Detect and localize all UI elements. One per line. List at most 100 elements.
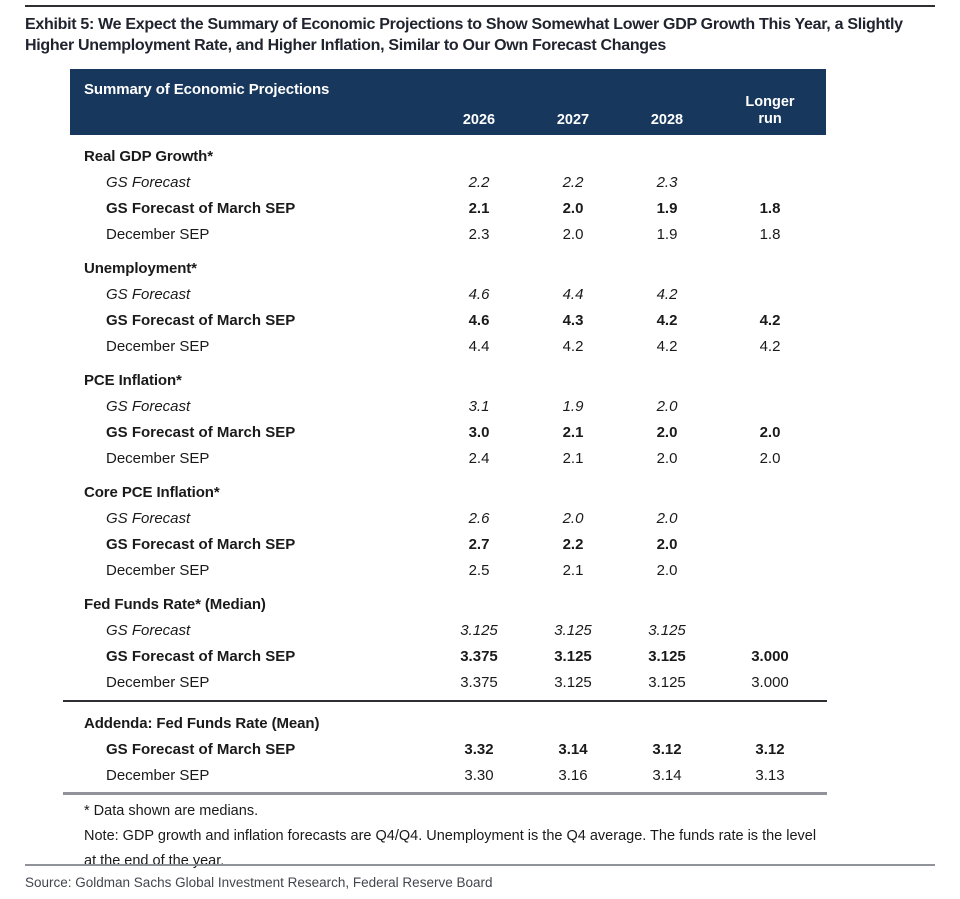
value-longer-run: 3.13 (755, 766, 785, 784)
column-headers: 2026 2027 2028 Longer run (70, 94, 826, 128)
column-header-2027: 2027 (556, 112, 590, 128)
section-pce-inflation: PCE Inflation* GS Forecast 3.1 1.9 2.0 GS For… (70, 367, 826, 471)
value-longer-run: 4.2 (759, 337, 781, 355)
value-2027: 2.1 (562, 561, 584, 579)
value-2026: 2.3 (468, 225, 490, 243)
row-label: GS Forecast of March SEP (106, 740, 296, 758)
row-label: December SEP (106, 225, 210, 243)
addenda-top-divider (63, 700, 827, 702)
value-2027: 3.125 (554, 621, 592, 639)
value-2026: 2.2 (468, 173, 490, 191)
value-2027: 3.125 (554, 647, 592, 665)
column-header-2028: 2028 (650, 112, 684, 128)
section-label: PCE Inflation* (84, 371, 182, 389)
row-gs-forecast-of-march-sep: GS Forecast of March SEP 3.0 2.1 2.0 2.0 (70, 419, 826, 445)
value-2027: 2.1 (562, 449, 584, 467)
row-label: GS Forecast of March SEP (106, 535, 296, 553)
row-december-sep: December SEP 4.4 4.2 4.2 4.2 (70, 333, 826, 359)
value-2028: 2.3 (656, 173, 678, 191)
value-2027: 2.1 (562, 423, 584, 441)
row-december-sep: December SEP 2.5 2.1 2.0 (70, 557, 826, 583)
row-label: GS Forecast of March SEP (106, 199, 296, 217)
value-2028: 2.0 (656, 509, 678, 527)
value-2027: 4.2 (562, 337, 584, 355)
value-2027: 2.0 (562, 225, 584, 243)
value-2026: 2.1 (468, 199, 490, 217)
value-longer-run: 2.0 (759, 423, 781, 441)
value-longer-run: 4.2 (759, 311, 781, 329)
value-2028: 1.9 (656, 199, 678, 217)
value-2028: 2.0 (656, 397, 678, 415)
row-label: December SEP (106, 337, 210, 355)
section-header-core-pce-inflation: Core PCE Inflation* (70, 479, 826, 505)
row-label: GS Forecast of March SEP (106, 647, 296, 665)
value-2027: 4.4 (562, 285, 584, 303)
source-text: Source: Goldman Sachs Global Investment … (25, 875, 493, 890)
value-2026: 3.375 (460, 673, 498, 691)
section-header-fed-funds-rate-median: Fed Funds Rate* (Median) (70, 591, 826, 617)
value-2026: 3.1 (468, 397, 490, 415)
row-december-sep: December SEP 2.3 2.0 1.9 1.8 (70, 221, 826, 247)
value-2027: 2.2 (562, 535, 584, 553)
top-divider (25, 5, 935, 7)
row-december-sep: December SEP 2.4 2.1 2.0 2.0 (70, 445, 826, 471)
row-gs-forecast-of-march-sep: GS Forecast of March SEP 2.1 2.0 1.9 1.8 (70, 195, 826, 221)
row-label: GS Forecast (106, 285, 191, 303)
section-header-unemployment: Unemployment* (70, 255, 826, 281)
value-2028: 4.2 (656, 285, 678, 303)
value-2027: 2.0 (562, 509, 584, 527)
row-label: December SEP (106, 766, 210, 784)
value-2028: 2.0 (656, 449, 678, 467)
value-2026: 4.4 (468, 337, 490, 355)
value-longer-run: 3.000 (751, 647, 789, 665)
footnote-medians: * Data shown are medians. (84, 803, 259, 819)
value-2028: 2.0 (656, 423, 678, 441)
value-longer-run: 3.000 (751, 673, 789, 691)
value-2027: 3.14 (558, 740, 588, 758)
row-label: GS Forecast (106, 509, 191, 527)
row-label: GS Forecast (106, 397, 191, 415)
table-header: Summary of Economic Projections 2026 202… (70, 69, 826, 135)
row-label: GS Forecast (106, 621, 191, 639)
source-divider (25, 864, 935, 866)
footnotes: * Data shown are medians. Note: GDP grow… (70, 799, 826, 874)
row-gs-forecast: GS Forecast 3.1 1.9 2.0 (70, 393, 826, 419)
value-2027: 3.125 (554, 673, 592, 691)
section-label: Addenda: Fed Funds Rate (Mean) (84, 714, 320, 732)
value-longer-run: 2.0 (759, 449, 781, 467)
row-label: GS Forecast of March SEP (106, 311, 296, 329)
row-gs-forecast-of-march-sep: GS Forecast of March SEP 3.32 3.14 3.12 3.12 (70, 736, 826, 762)
section-header-real-gdp-growth: Real GDP Growth* (70, 143, 826, 169)
row-gs-forecast: GS Forecast 3.125 3.125 3.125 (70, 617, 826, 643)
value-2027: 3.16 (558, 766, 588, 784)
table-title: Summary of Economic Projections (84, 81, 330, 98)
sep-table: Summary of Economic Projections 2026 202… (63, 69, 827, 874)
value-longer-run: 1.8 (759, 225, 781, 243)
source-block: Source: Goldman Sachs Global Investment … (25, 864, 935, 890)
section-core-pce-inflation: Core PCE Inflation* GS Forecast 2.6 2.0 2.0 G… (70, 479, 826, 583)
value-longer-run: 1.8 (759, 199, 781, 217)
section-header-pce-inflation: PCE Inflation* (70, 367, 826, 393)
value-2028: 3.125 (648, 647, 686, 665)
row-december-sep: December SEP 3.30 3.16 3.14 3.13 (70, 762, 826, 788)
row-label: December SEP (106, 673, 210, 691)
value-2028: 3.125 (648, 673, 686, 691)
section-unemployment: Unemployment* GS Forecast 4.6 4.4 4.2 GS Fore… (70, 255, 826, 359)
value-2028: 3.14 (652, 766, 682, 784)
section-label: Real GDP Growth* (84, 147, 213, 165)
row-label: December SEP (106, 561, 210, 579)
value-2028: 2.0 (656, 535, 678, 553)
column-header-2026: 2026 (462, 112, 496, 128)
value-2026: 2.7 (468, 535, 490, 553)
value-2026: 4.6 (468, 285, 490, 303)
value-2026: 3.30 (464, 766, 494, 784)
value-2028: 2.0 (656, 561, 678, 579)
value-2028: 3.12 (652, 740, 682, 758)
column-header-longer-run: Longer run (714, 94, 826, 128)
value-2026: 3.375 (460, 647, 498, 665)
row-gs-forecast: GS Forecast 4.6 4.4 4.2 (70, 281, 826, 307)
section-addenda-fed-funds-rate-mean: Addenda: Fed Funds Rate (Mean) GS Forecas… (70, 710, 826, 788)
section-fed-funds-rate-median: Fed Funds Rate* (Median) GS Forecast 3.125… (70, 591, 826, 695)
value-2026: 3.125 (460, 621, 498, 639)
